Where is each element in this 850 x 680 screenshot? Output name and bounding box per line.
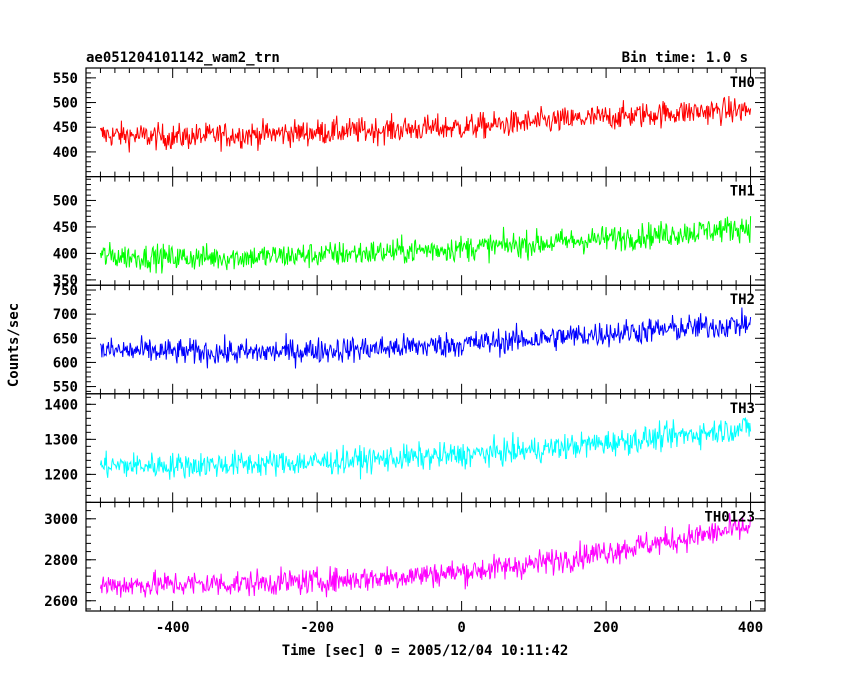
y-tick-label: 400 [53,246,78,262]
y-tick-label: 450 [53,220,78,236]
y-tick-label: 1200 [44,467,78,483]
series-label: TH2 [730,292,755,308]
y-tick-label: 550 [53,380,78,396]
series-line-th3 [99,417,752,480]
x-tick-label: 400 [738,620,763,636]
x-tick-label: -200 [300,620,334,636]
chart-title: ae051204101142_wam2_trn [86,50,280,66]
panel-frame [85,284,766,395]
panels-group: 400 450 500 550 TH0 350 400 450 500 TH1 550 600 650 7… [44,67,766,636]
y-tick-label: 350 [53,273,78,289]
y-tick-label: 500 [53,193,78,209]
y-tick-label: 450 [53,120,78,136]
panel-frame [85,501,766,612]
series-line-th0 [99,95,752,153]
series-label: TH0123 [704,509,755,525]
y-tick-label: 400 [53,145,78,161]
series-line-th2 [99,307,752,369]
series-label: TH1 [730,184,755,200]
series-line-th1 [99,216,752,274]
y-tick-label: 2800 [44,553,78,569]
y-tick-label: 550 [53,71,78,87]
y-tick-label: 2600 [44,594,78,610]
y-tick-label: 1400 [44,397,78,413]
x-tick-label: 200 [593,620,618,636]
x-tick-label: -400 [156,620,190,636]
y-tick-label: 650 [53,331,78,347]
y-axis-label: Counts/sec [6,303,22,387]
bin-time-label: Bin time: 1.0 s [622,50,748,66]
panel-frame [85,176,766,286]
y-tick-label: 3000 [44,512,78,528]
y-tick-label: 500 [53,96,78,112]
x-tick-label: 0 [457,620,465,636]
panel-th3: 1200 1300 1400 TH3 [44,393,766,503]
y-tick-label: 700 [53,307,78,323]
y-tick-label: 1300 [44,432,78,448]
y-tick-label: 600 [53,355,78,371]
series-line-th0123 [99,513,752,598]
series-label: TH3 [730,401,755,417]
panel-frame [85,393,766,503]
series-label: TH0 [730,75,755,91]
panel-th0123: 2600 2800 3000 TH0123 [44,501,766,612]
panel-th0: 400 450 500 550 TH0 [53,67,766,178]
panel-th2: 550 600 650 700 750 TH2 [53,283,766,396]
x-axis-label: Time [sec] 0 = 2005/12/04 10:11:42 [282,643,569,659]
y-tick-label: 750 [53,283,78,299]
panel-th1: 350 400 450 500 TH1 [53,176,766,289]
